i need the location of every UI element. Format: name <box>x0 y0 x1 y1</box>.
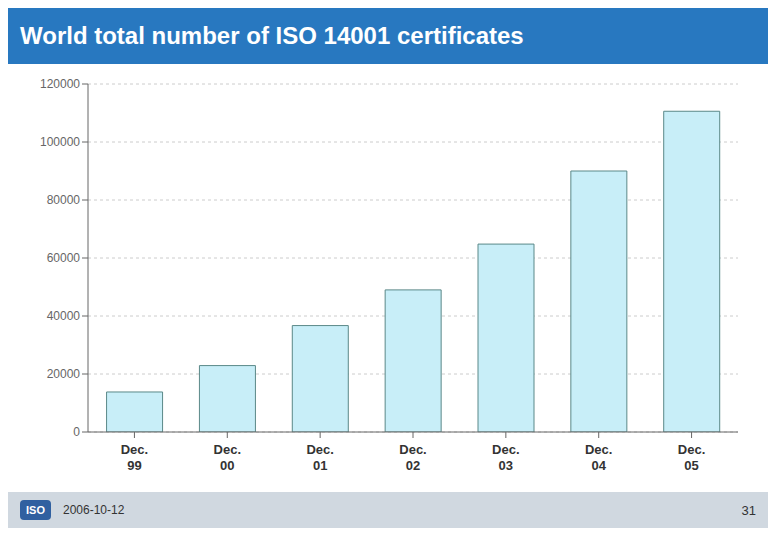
html-text:31: 31 <box>741 502 756 518</box>
svg-text:Dec.00: Dec.00 <box>214 442 241 473</box>
svg-text:Dec.04: Dec.04 <box>585 442 612 473</box>
svg-text:40000: 40000 <box>47 309 81 323</box>
svg-text:Dec.03: Dec.03 <box>492 442 519 473</box>
svg-text:120000: 120000 <box>40 77 80 91</box>
html-text:2006-10-12: 2006-10-12 <box>63 503 125 517</box>
svg-text:Dec.05: Dec.05 <box>678 442 705 473</box>
svg-text:Dec.99: Dec.99 <box>121 442 148 473</box>
svg-text:20000: 20000 <box>47 367 81 381</box>
svg-text:Dec.02: Dec.02 <box>399 442 426 473</box>
html-text:ISO: ISO <box>26 504 45 516</box>
svg-text:60000: 60000 <box>47 251 81 265</box>
svg-text:0: 0 <box>73 425 80 439</box>
svg-text:100000: 100000 <box>40 135 80 149</box>
html-text:World total number of ISO 1400: World total number of ISO 14001 certific… <box>20 22 524 49</box>
svg-text:Dec.01: Dec.01 <box>306 442 333 473</box>
svg-text:80000: 80000 <box>47 193 81 207</box>
